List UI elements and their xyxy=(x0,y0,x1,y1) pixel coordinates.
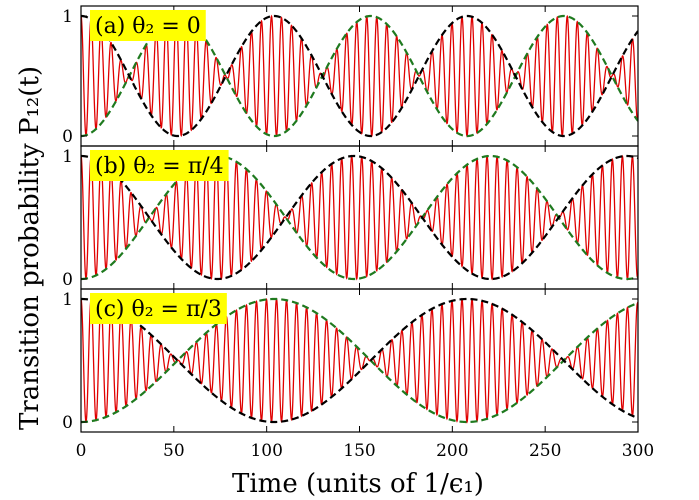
upper-envelope-line xyxy=(81,297,638,424)
y-axis-title: Transition probability P₁₂(t) xyxy=(15,66,45,430)
x-tick-label: 0 xyxy=(76,441,87,461)
y-tick-label: 1 xyxy=(62,290,73,310)
oscillation-line xyxy=(81,154,638,281)
x-axis-title: Time (units of 1/ϵ₁) xyxy=(232,469,484,499)
panel-3-plot xyxy=(81,297,638,424)
y-tick-label: 0 xyxy=(62,127,73,147)
panel-label: (b) θ₂ = π/4 xyxy=(90,150,229,181)
panel-2: 0 1 (b) θ₂ = π/4 xyxy=(62,145,639,290)
panel-label-background xyxy=(90,293,227,324)
y-tick-label: 0 xyxy=(62,413,73,433)
lower-envelope-line xyxy=(81,297,638,424)
panel-label-text: (a) θ₂ = 0 xyxy=(95,14,201,39)
x-tick-label: 100 xyxy=(250,441,282,461)
x-tick-label: 300 xyxy=(622,441,654,461)
upper-envelope-line xyxy=(81,14,638,138)
y-tick-label: 1 xyxy=(62,147,73,167)
x-tick-label: 50 xyxy=(163,441,185,461)
panel-label-background xyxy=(90,150,229,181)
oscillation-line xyxy=(81,297,638,424)
oscillation-line xyxy=(81,14,638,138)
y-tick-label: 1 xyxy=(62,7,73,27)
panel-3: 0 1 (c) θ₂ = π/3 xyxy=(62,288,639,433)
panel-label-text: (c) θ₂ = π/3 xyxy=(95,297,222,322)
panel-1: 0 1 (a) θ₂ = 0 xyxy=(62,5,639,147)
x-tick-label: 250 xyxy=(529,441,561,461)
y-tick-label: 0 xyxy=(62,270,73,290)
x-tick-label: 200 xyxy=(436,441,468,461)
chart-panels: 01 (a) θ₂ = 001 (b) θ₂ = π/401 (c) θ₂ = π/3 xyxy=(62,5,639,433)
lower-envelope-line xyxy=(81,154,638,281)
upper-envelope-line xyxy=(81,154,638,281)
x-tick-label: 150 xyxy=(343,441,375,461)
panel-label-text: (b) θ₂ = π/4 xyxy=(95,154,224,179)
x-axis: 0 50 100 150 200 250 300 xyxy=(76,441,655,461)
panel-label: (c) θ₂ = π/3 xyxy=(90,293,227,324)
panel-2-plot xyxy=(81,154,638,281)
panel-label-background xyxy=(90,10,206,41)
panel-label: (a) θ₂ = 0 xyxy=(90,10,206,41)
